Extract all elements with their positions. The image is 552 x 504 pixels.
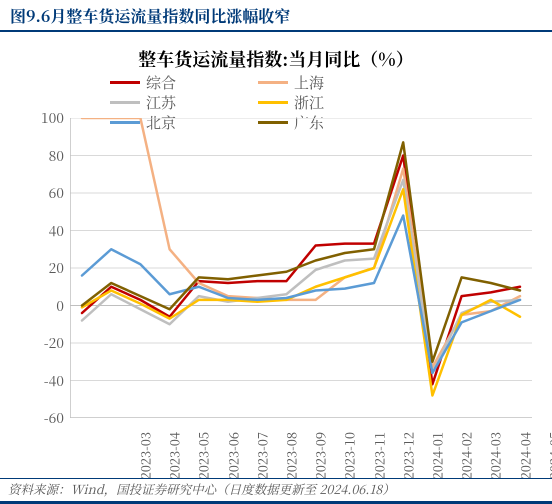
series-line: [82, 216, 520, 374]
x-axis-labels: 2023-03 2023-04 2023-05 2023-06 2023-07 2023-…: [70, 424, 532, 478]
legend-swatch: [110, 101, 140, 104]
chart-title: 整车货运流量指数:当月同比（%）: [0, 46, 552, 72]
legend-item: 浙江: [258, 92, 406, 112]
plot-svg: [70, 118, 532, 418]
series-line: [82, 189, 520, 395]
y-tick-label: -40: [44, 371, 64, 391]
legend-label: 江苏: [146, 92, 176, 113]
legend-label: 浙江: [294, 92, 324, 113]
figure-caption: 图9.6月整车货运流量指数同比涨幅收窄: [10, 4, 290, 27]
y-tick-label: 100: [41, 108, 64, 128]
x-tick-label: 2023-11: [369, 432, 388, 479]
x-tick-label: 2023-08: [281, 432, 300, 479]
x-tick-label: 2024-04: [515, 432, 534, 479]
legend-item: 江苏: [110, 92, 258, 112]
source-text: 资料来源：Wind，国投证券研究中心（日度数据更新至 2024.06.18）: [8, 480, 395, 498]
legend-label: 上海: [294, 72, 324, 93]
x-tick-label: 2024-05: [544, 432, 552, 479]
y-tick-label: -60: [44, 408, 64, 428]
figure-root: 图9.6月整车货运流量指数同比涨幅收窄 整车货运流量指数:当月同比（%） 综合 …: [0, 0, 552, 504]
x-tick-label: 2023-10: [340, 432, 359, 479]
legend-swatch: [258, 101, 288, 104]
x-tick-label: 2023-06: [223, 432, 242, 479]
figure-header: 图9.6月整车货运流量指数同比涨幅收窄: [0, 0, 552, 32]
x-tick-label: 2023-12: [398, 432, 417, 479]
x-tick-label: 2023-05: [194, 432, 213, 479]
figure-footer: 资料来源：Wind，国投证券研究中心（日度数据更新至 2024.06.18）: [0, 478, 552, 504]
legend-label: 综合: [146, 72, 176, 93]
series-line: [82, 180, 520, 373]
y-axis-labels: -60-40-20020406080100: [0, 118, 68, 418]
series-line: [82, 156, 520, 385]
y-tick-label: 20: [49, 258, 64, 278]
x-tick-label: 2023-07: [252, 432, 271, 479]
x-tick-label: 2024-01: [427, 432, 446, 479]
legend-item: 上海: [258, 72, 406, 92]
legend-item: 综合: [110, 72, 258, 92]
y-tick-label: 80: [49, 146, 64, 166]
y-tick-label: 0: [56, 296, 64, 316]
y-tick-label: -20: [44, 333, 64, 353]
legend-swatch: [110, 81, 140, 84]
plot-area: [70, 118, 532, 418]
legend-swatch: [258, 81, 288, 84]
x-tick-label: 2024-02: [457, 432, 476, 479]
legend: 综合 上海 江苏 浙江 北京 广东: [110, 72, 522, 112]
x-tick-label: 2023-03: [135, 432, 154, 479]
y-tick-label: 60: [49, 183, 64, 203]
x-tick-label: 2024-03: [486, 432, 505, 479]
x-tick-label: 2023-09: [311, 432, 330, 479]
x-tick-label: 2023-04: [165, 432, 184, 479]
y-tick-label: 40: [49, 221, 64, 241]
